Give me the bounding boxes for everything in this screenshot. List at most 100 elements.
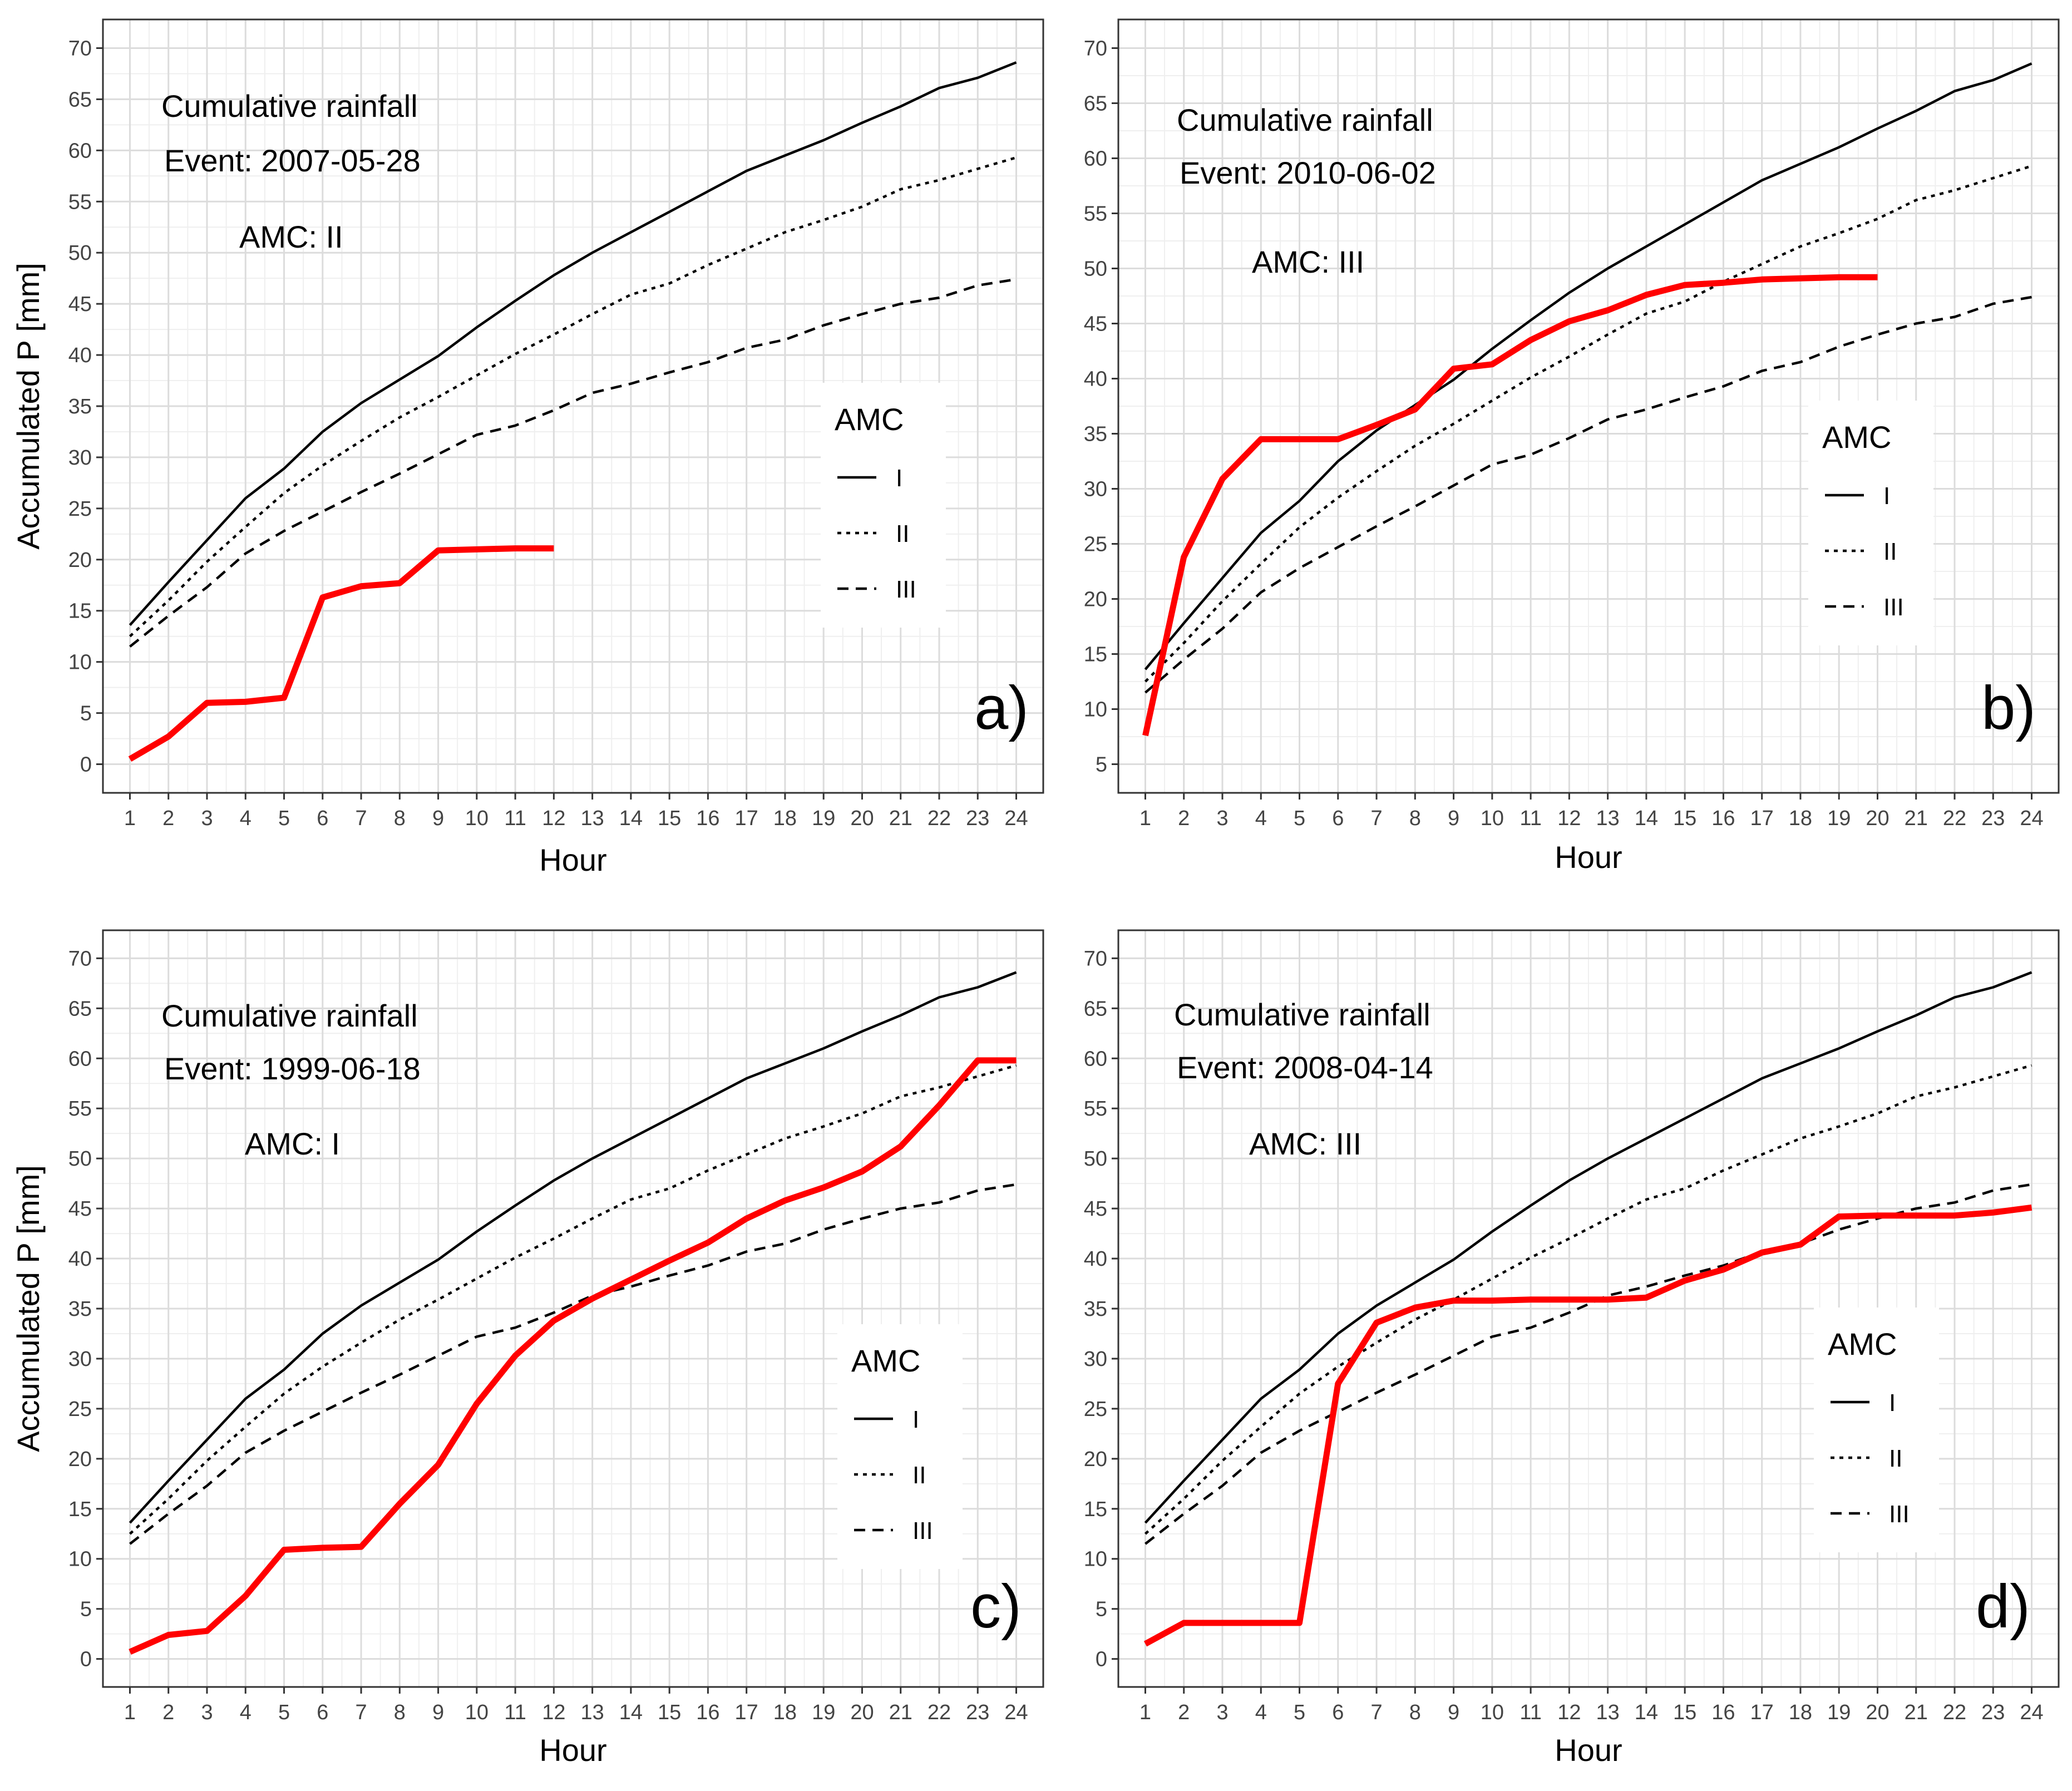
annotation-amc: AMC: III [1252, 244, 1364, 279]
legend-title: AMC [851, 1343, 920, 1378]
x-tick-label: 6 [317, 1701, 328, 1724]
x-tick-label: 2 [1178, 807, 1190, 830]
y-tick-label: 40 [68, 1247, 92, 1271]
series-line-observed [1142, 274, 1878, 737]
x-tick-label: 12 [1557, 1701, 1581, 1724]
y-tick-label: 65 [68, 88, 92, 111]
x-tick-label: 5 [278, 1701, 290, 1724]
series-line-observed [1143, 1204, 2032, 1647]
legend-label-ii: II [896, 520, 909, 547]
y-tick-label: 5 [80, 1598, 92, 1621]
y-tick-label: 10 [1084, 698, 1107, 722]
y-tick-label: 30 [1084, 478, 1107, 501]
x-tick-label: 19 [1827, 1701, 1851, 1724]
x-tick-label: 14 [619, 1701, 643, 1724]
x-tick-label: 15 [1673, 807, 1696, 830]
legend-label-ii: II [912, 1462, 926, 1489]
x-tick-label: 13 [1596, 807, 1619, 830]
x-tick-label: 18 [773, 1701, 797, 1724]
x-tick-label: 9 [1448, 1701, 1459, 1724]
x-tick-label: 3 [201, 1701, 213, 1724]
x-tick-label: 6 [317, 807, 328, 830]
x-tick-label: 12 [542, 1701, 565, 1724]
x-tick-label: 15 [658, 1701, 681, 1724]
x-tick-label: 5 [278, 807, 290, 830]
x-tick-label: 1 [1139, 807, 1151, 830]
x-tick-label: 13 [580, 1701, 604, 1724]
series-line-observed [129, 1057, 1017, 1655]
x-tick-label: 4 [240, 807, 251, 830]
y-tick-label: 20 [68, 549, 92, 572]
panel-label: a) [974, 674, 1029, 742]
y-tick-label: 30 [1084, 1348, 1107, 1371]
y-tick-label: 60 [68, 1047, 92, 1070]
legend-label-iii: III [912, 1517, 933, 1545]
legend-label-i: I [896, 465, 902, 492]
x-tick-label: 11 [504, 1701, 526, 1724]
panel-label: c) [970, 1572, 1022, 1641]
x-tick-label: 14 [1635, 1701, 1658, 1724]
y-tick-label: 30 [68, 1348, 92, 1371]
x-tick-label: 20 [850, 807, 874, 830]
legend-background [821, 383, 946, 628]
legend-label-i: I [912, 1406, 919, 1433]
y-axis-title: Accumulated P [mm] [11, 263, 46, 550]
x-tick-label: 9 [432, 807, 444, 830]
x-tick-label: 17 [1750, 807, 1774, 830]
x-tick-label: 19 [1827, 807, 1851, 830]
x-axis-title: Hour [1555, 1733, 1622, 1768]
panel-label: b) [1981, 674, 2036, 742]
y-tick-label: 25 [68, 497, 92, 521]
series-line-amc-ii [129, 156, 1017, 638]
y-tick-label: 0 [80, 753, 92, 777]
x-tick-label: 8 [394, 807, 406, 830]
y-tick-label: 60 [1084, 1047, 1107, 1070]
x-tick-label: 6 [1332, 1701, 1344, 1724]
x-tick-label: 13 [1596, 1701, 1619, 1724]
legend-label-ii: II [1883, 538, 1897, 565]
x-tick-label: 16 [696, 1701, 719, 1724]
x-tick-label: 16 [1711, 807, 1735, 830]
x-tick-label: 3 [1216, 807, 1228, 830]
y-tick-label: 20 [68, 1448, 92, 1471]
annotation-event: Event: 2007-05-28 [164, 143, 421, 178]
x-axis-title: Hour [539, 1733, 606, 1768]
x-tick-label: 10 [1481, 807, 1504, 830]
x-tick-label: 15 [658, 807, 681, 830]
x-tick-label: 14 [619, 807, 643, 830]
y-tick-label: 30 [68, 446, 92, 470]
x-tick-label: 3 [1216, 1701, 1228, 1724]
x-tick-label: 10 [1481, 1701, 1504, 1724]
y-tick-label: 70 [1084, 37, 1107, 60]
x-tick-label: 12 [542, 807, 565, 830]
series-line-observed [128, 545, 554, 762]
y-tick-label: 55 [1084, 202, 1107, 225]
x-tick-label: 10 [465, 1701, 489, 1724]
y-tick-label: 65 [68, 997, 92, 1020]
x-tick-label: 9 [432, 1701, 444, 1724]
y-tick-label: 20 [1084, 588, 1107, 611]
x-tick-label: 23 [966, 1701, 989, 1724]
x-tick-label: 1 [1139, 1701, 1151, 1724]
y-tick-label: 15 [1084, 643, 1107, 667]
x-tick-label: 22 [1943, 807, 1966, 830]
y-tick-label: 20 [1084, 1448, 1107, 1471]
legend-label-i: I [1889, 1389, 1896, 1417]
x-tick-label: 23 [966, 807, 989, 830]
y-tick-label: 25 [1084, 533, 1107, 556]
annotation-event: Event: 2008-04-14 [1177, 1050, 1433, 1085]
y-tick-label: 10 [68, 651, 92, 674]
y-tick-label: 65 [1084, 997, 1107, 1020]
annotation-amc: AMC: II [239, 219, 343, 254]
legend-label-iii: III [896, 576, 916, 603]
x-tick-label: 19 [812, 807, 835, 830]
x-tick-label: 21 [889, 807, 912, 830]
series-line-amc-iii [129, 278, 1017, 648]
x-tick-label: 11 [504, 807, 526, 830]
x-tick-label: 3 [201, 807, 213, 830]
y-tick-label: 35 [68, 1297, 92, 1321]
series-line-amc-i [129, 971, 1017, 1524]
plot-border [1117, 18, 2060, 794]
